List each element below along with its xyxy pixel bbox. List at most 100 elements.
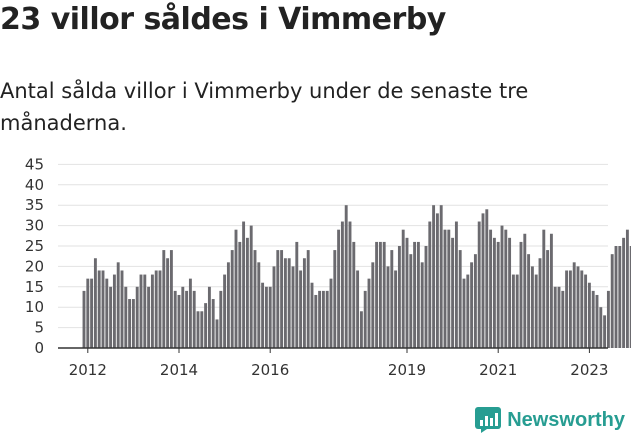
bar	[416, 241, 420, 348]
bar	[595, 294, 599, 348]
bar	[226, 262, 230, 348]
bar	[367, 278, 371, 348]
bar	[306, 250, 310, 348]
bar	[420, 262, 424, 348]
bar	[325, 290, 329, 348]
bar-chart: 0 5 10 15 20 25 30 35 40 45 2012 2014 2016 2019 2021 20…	[25, 155, 631, 379]
bar	[101, 270, 105, 348]
bar	[454, 221, 458, 348]
y-tick-label: 20	[25, 257, 44, 275]
bar	[432, 205, 436, 348]
bar	[359, 311, 363, 348]
bar	[599, 307, 603, 348]
x-tick-label: 2019	[388, 361, 426, 379]
bar	[580, 270, 584, 348]
bar	[82, 290, 86, 348]
y-tick-label: 15	[25, 278, 44, 296]
y-tick-label: 40	[25, 176, 44, 194]
bar	[584, 274, 588, 348]
bar	[390, 250, 394, 348]
bar	[181, 286, 185, 348]
bar	[169, 250, 173, 348]
bar	[264, 286, 268, 348]
bar	[530, 266, 534, 348]
bar	[508, 237, 512, 348]
bar	[587, 282, 591, 348]
bar	[603, 315, 607, 348]
bar	[276, 250, 280, 348]
y-tick-label: 35	[25, 196, 44, 214]
bar	[116, 262, 120, 348]
bar	[93, 258, 97, 348]
bar	[135, 286, 139, 348]
bar	[314, 294, 318, 348]
bar	[131, 299, 135, 348]
bar	[188, 278, 192, 348]
bar	[610, 254, 614, 348]
bar	[375, 241, 379, 348]
bar	[572, 262, 576, 348]
bars	[82, 205, 631, 348]
bar	[519, 241, 523, 348]
y-tick-label: 0	[34, 339, 44, 357]
bar	[553, 286, 557, 348]
bar	[477, 221, 481, 348]
bar	[299, 270, 303, 348]
bar	[295, 241, 299, 348]
bar	[424, 246, 428, 348]
bar	[249, 225, 253, 348]
bar	[238, 241, 242, 348]
bar	[124, 286, 128, 348]
bar	[287, 258, 291, 348]
bar	[409, 254, 413, 348]
bar	[618, 246, 622, 348]
bar	[542, 229, 546, 348]
bar	[162, 250, 166, 348]
bar	[166, 258, 170, 348]
x-tick-label: 2016	[251, 361, 289, 379]
bar	[245, 237, 249, 348]
bar	[230, 250, 234, 348]
brand-logo[interactable]: Newsworthy	[475, 407, 625, 433]
bar	[207, 286, 211, 348]
bar	[534, 274, 538, 348]
bar	[268, 286, 272, 348]
bar	[485, 209, 489, 348]
x-tick-label: 2021	[479, 361, 517, 379]
bar	[606, 290, 610, 348]
y-tick-label: 45	[25, 155, 44, 173]
bar	[458, 250, 462, 348]
x-tick-label: 2023	[570, 361, 608, 379]
bar	[504, 229, 508, 348]
bar	[591, 290, 595, 348]
y-tick-label: 25	[25, 237, 44, 255]
bar	[272, 266, 276, 348]
bar	[185, 290, 189, 348]
bar	[557, 286, 561, 348]
bar	[234, 229, 238, 348]
bar	[86, 278, 90, 348]
bar	[386, 266, 390, 348]
bar	[451, 237, 455, 348]
bar	[128, 299, 132, 348]
bar	[473, 254, 477, 348]
bar	[105, 278, 109, 348]
bar	[321, 290, 325, 348]
bar	[329, 278, 333, 348]
bar	[173, 290, 177, 348]
bar	[139, 274, 143, 348]
bar	[435, 213, 439, 348]
bar	[211, 299, 215, 348]
bar	[120, 270, 124, 348]
bar	[538, 258, 542, 348]
bar	[614, 246, 618, 348]
bar	[90, 278, 94, 348]
bar	[413, 241, 417, 348]
bar	[515, 274, 519, 348]
bar	[568, 270, 572, 348]
y-tick-label: 10	[25, 298, 44, 316]
bar	[546, 250, 550, 348]
bar	[192, 290, 196, 348]
bar	[280, 250, 284, 348]
bar	[378, 241, 382, 348]
